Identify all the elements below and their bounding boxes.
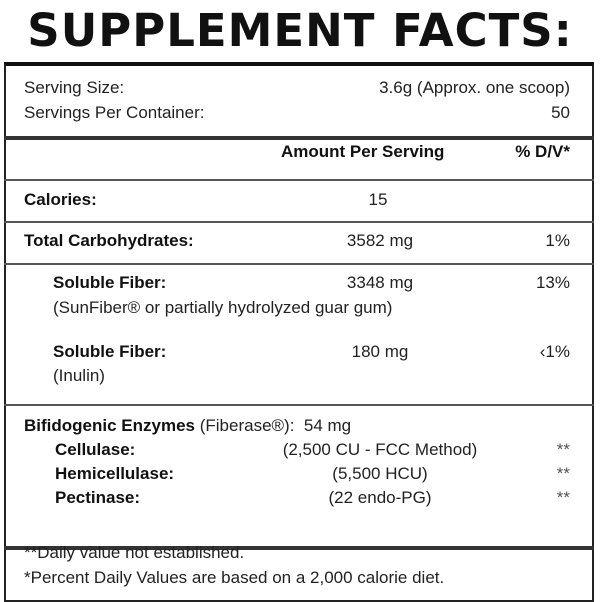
servings-per-container-label: Servings Per Container: (24, 103, 205, 122)
enzymes-line: Bifidogenic Enzymes (Fiberase®): 54 mg (24, 416, 351, 436)
hemicellulase-dv: ** (556, 464, 570, 483)
carbs-label: Total Carbohydrates: (24, 231, 194, 250)
soluble-fiber-dv: 13% (535, 273, 570, 292)
divider (4, 404, 594, 406)
calories-label: Calories: (24, 190, 97, 209)
divider (4, 263, 594, 265)
hemicellulase-label: Hemicellulase: (55, 464, 175, 483)
pectinase-dv: ** (556, 488, 570, 507)
page-title: SUPPLEMENT FACTS: (27, 4, 573, 57)
soluble-fiber-amount: 3348 mg (346, 273, 414, 292)
soluble-fiber-note: (SunFiber® or partially hydrolyzed guar … (53, 298, 393, 317)
inulin-label: Soluble Fiber: (53, 342, 167, 361)
soluble-fiber-label: Soluble Fiber: (53, 273, 167, 292)
carbs-dv: 1% (545, 231, 570, 250)
cellulase-label: Cellulase: (55, 440, 136, 459)
enzymes-label: Bifidogenic Enzymes (24, 416, 195, 435)
inulin-note: (Inulin) (53, 366, 105, 385)
divider (4, 179, 594, 181)
cellulase-value: (2,500 CU - FCC Method) (282, 440, 478, 459)
cellulase-dv: ** (556, 440, 570, 459)
serving-size-value: 3.6g (Approx. one scoop) (379, 78, 570, 97)
divider (4, 136, 594, 140)
inulin-amount: 180 mg (351, 342, 409, 361)
enzymes-amount: 54 mg (303, 416, 352, 435)
divider (4, 546, 594, 550)
pectinase-label: Pectinase: (55, 488, 141, 507)
calories-amount: 15 (368, 190, 388, 209)
amount-header: Amount Per Serving (281, 142, 445, 161)
pectinase-value: (22 endo-PG) (328, 488, 432, 507)
hemicellulase-value: (5,500 HCU) (332, 464, 428, 483)
servings-per-container-value: 50 (551, 103, 570, 122)
dv-header: % D/V* (515, 142, 570, 161)
serving-size-label: Serving Size: (24, 78, 125, 97)
enzymes-brand: (Fiberase®): (199, 416, 295, 435)
footnote-percent-dv: *Percent Daily Values are based on a 2,0… (24, 568, 445, 587)
divider (4, 221, 594, 223)
inulin-dv: ‹1% (539, 342, 570, 361)
carbs-amount: 3582 mg (346, 231, 414, 250)
footnote-daily-value: **Daily value not established. (24, 543, 245, 562)
